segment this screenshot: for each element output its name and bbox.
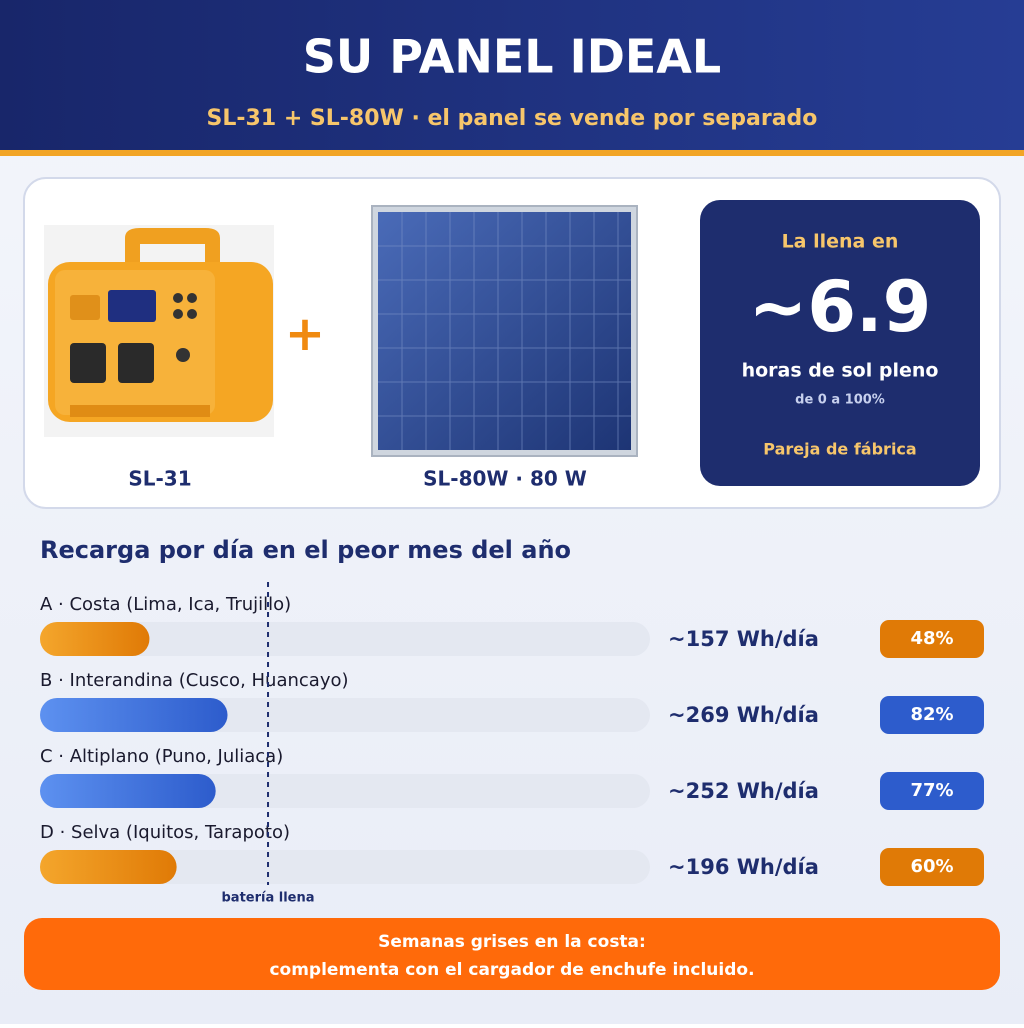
card-range: de 0 a 100% (795, 393, 885, 408)
row-label: C · Altiplano (Puno, Juliaca) (40, 746, 283, 767)
card-value: ~6.9 (749, 266, 932, 348)
share-label: 48% (910, 628, 953, 649)
row-label: A · Costa (Lima, Ica, Trujillo) (40, 594, 291, 615)
title: SU PANEL IDEAL (303, 30, 721, 84)
bar (40, 622, 150, 656)
row-label: D · Selva (Iquitos, Tarapoto) (40, 822, 290, 843)
bar (40, 850, 177, 884)
share-label: 77% (910, 780, 953, 801)
share-badge (880, 620, 984, 658)
value-label: ~157 Wh/día (668, 627, 819, 651)
card-unit: horas de sol pleno (742, 360, 939, 382)
share-badge (880, 848, 984, 886)
solar-panel-image (371, 205, 638, 457)
footer-line: Semanas grises en la costa: (378, 932, 646, 952)
bar-track (40, 850, 650, 884)
value-label: ~252 Wh/día (668, 779, 819, 803)
header-stripe (0, 150, 1024, 156)
subtitle: SL-31 + SL-80W · el panel se vende por s… (207, 106, 818, 131)
footer-line: complementa con el cargador de enchufe i… (269, 960, 754, 980)
bar (40, 698, 228, 732)
bar (40, 774, 216, 808)
value-label: ~269 Wh/día (668, 703, 819, 727)
share-label: 60% (910, 856, 953, 877)
share-label: 82% (910, 704, 953, 725)
charge-card (700, 200, 980, 486)
power-station-image (44, 225, 274, 437)
share-badge (880, 696, 984, 734)
product-label: SL-80W · 80 W (423, 467, 587, 491)
card-intro: La llena en (782, 231, 899, 253)
footer (24, 918, 1000, 990)
product-label: SL-31 (128, 467, 191, 491)
card-note: Pareja de fábrica (763, 440, 916, 459)
plus: + (285, 306, 325, 362)
header (0, 0, 1024, 150)
share-badge (880, 772, 984, 810)
bar-track (40, 622, 650, 656)
value-label: ~196 Wh/día (668, 855, 819, 879)
chart-title: Recarga por día en el peor mes del año (40, 536, 571, 564)
row-label: B · Interandina (Cusco, Huancayo) (40, 670, 349, 691)
battery-full-label: batería llena (222, 891, 315, 906)
